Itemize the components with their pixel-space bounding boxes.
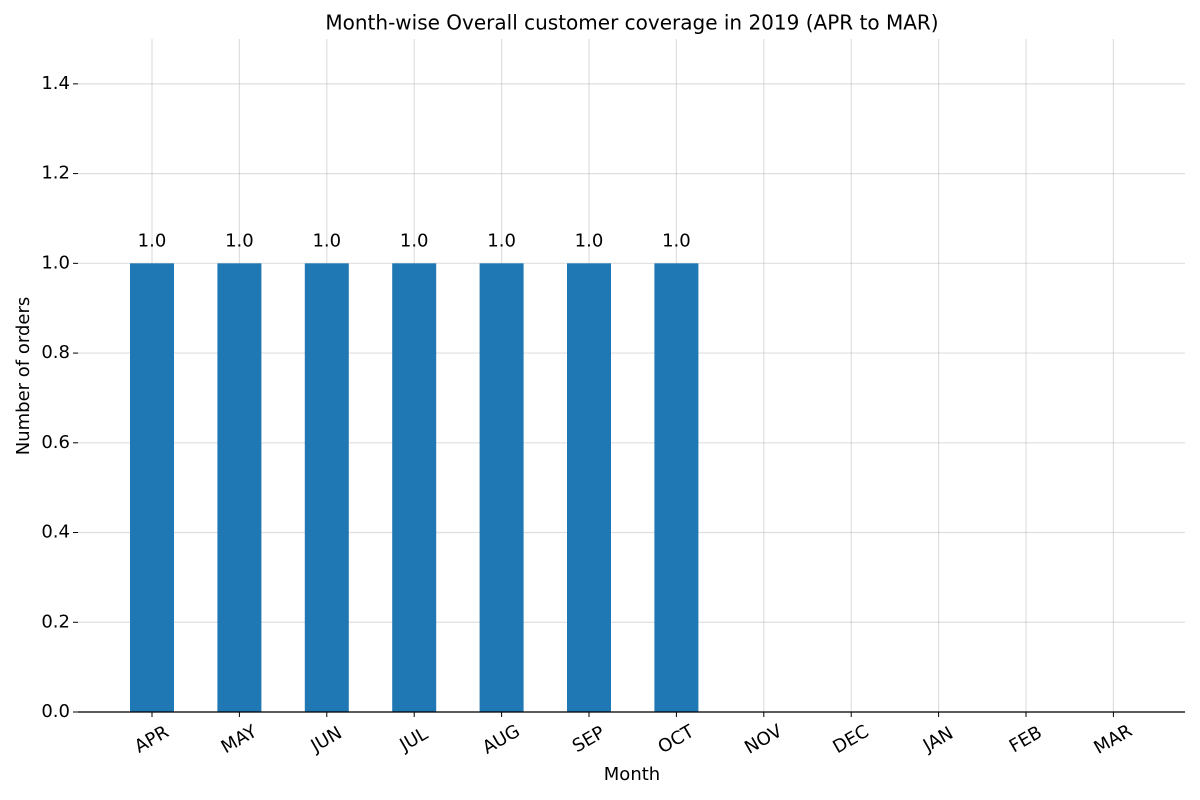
- x-tick-label: SEP: [569, 722, 609, 757]
- data-label: 1.0: [487, 230, 516, 251]
- y-tick-label: 0.8: [41, 342, 70, 363]
- bar: [392, 263, 437, 712]
- data-label: 1.0: [138, 230, 167, 251]
- y-tick-label: 0.6: [41, 432, 70, 453]
- x-tick-label: DEC: [829, 721, 872, 758]
- bar: [130, 263, 174, 712]
- chart-title: Month-wise Overall customer coverage in …: [325, 11, 938, 35]
- y-tick-label: 1.4: [41, 73, 70, 94]
- y-tick-label: 0.2: [41, 611, 70, 632]
- y-axis-label: Number of orders: [13, 297, 34, 455]
- x-axis-label: Month: [604, 764, 660, 785]
- data-label: 1.0: [400, 230, 429, 251]
- x-tick-label: JUL: [395, 723, 431, 756]
- x-tick-label: OCT: [655, 721, 699, 759]
- bar: [217, 263, 262, 712]
- x-tick-label: APR: [131, 722, 172, 758]
- data-label: 1.0: [312, 230, 341, 251]
- bar: [654, 263, 699, 712]
- data-label: 1.0: [575, 230, 604, 251]
- bar: [567, 263, 611, 712]
- x-tick-label: MAR: [1090, 720, 1135, 758]
- x-tick-label: JAN: [919, 723, 957, 757]
- bar: [304, 263, 349, 712]
- bar: [479, 263, 524, 712]
- y-tick-label: 0.0: [41, 701, 70, 722]
- x-tick-label: AUG: [479, 721, 524, 759]
- y-tick-label: 0.4: [41, 522, 70, 543]
- data-label: 1.0: [225, 230, 254, 251]
- x-tick-label: MAY: [218, 721, 262, 758]
- data-label: 1.0: [662, 230, 691, 251]
- x-tick-label: JUN: [307, 722, 346, 757]
- x-tick-label: NOV: [741, 720, 786, 758]
- x-tick-label: FEB: [1006, 722, 1046, 757]
- y-tick-label: 1.2: [41, 163, 70, 184]
- y-tick-label: 1.0: [41, 252, 70, 273]
